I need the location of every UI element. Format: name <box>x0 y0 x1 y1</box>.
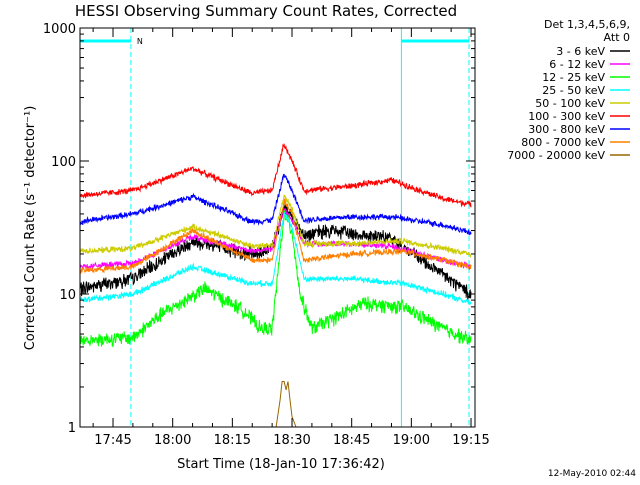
y-tick-label: 10 <box>59 288 76 303</box>
legend-label-8: 800 - 7000 keV <box>521 136 605 149</box>
y-tick-label: 1 <box>68 421 76 436</box>
legend-label-2: 6 - 12 keV <box>549 58 605 71</box>
series-line-3 <box>79 210 472 348</box>
x-tick-label: 18:30 <box>273 433 310 448</box>
legend-label-5: 50 - 100 keV <box>535 97 605 110</box>
legend-label-6: 100 - 300 keV <box>528 110 605 123</box>
y-tick-label: 1000 <box>43 22 76 37</box>
series-line-6 <box>79 143 472 208</box>
series-line-2 <box>79 208 472 270</box>
x-tick-label: 18:15 <box>214 433 251 448</box>
night-marker: N <box>137 37 143 46</box>
series-line-7 <box>79 173 472 236</box>
legend-header-line-2: Att 0 <box>604 31 630 44</box>
timestamp: 12-May-2010 02:44 <box>548 469 636 479</box>
legend-label-4: 25 - 50 keV <box>542 84 605 97</box>
y-tick-label: 100 <box>51 155 76 170</box>
series-line-8 <box>79 198 472 275</box>
chart-title: HESSI Observing Summary Count Rates, Cor… <box>75 2 457 20</box>
series-line-5 <box>79 194 472 259</box>
legend-label-1: 3 - 6 keV <box>556 45 605 58</box>
x-tick-label: 19:15 <box>452 433 489 448</box>
x-tick-label: 19:00 <box>393 433 430 448</box>
legend-label-3: 12 - 25 keV <box>542 71 605 84</box>
plot-frame <box>79 27 476 428</box>
series-line-4 <box>79 211 472 305</box>
series-line-9 <box>275 381 297 428</box>
x-axis-label: Start Time (18-Jan-10 17:36:42) <box>177 457 385 472</box>
legend-label-7: 300 - 800 keV <box>528 123 605 136</box>
x-tick-label: 18:45 <box>333 433 370 448</box>
y-axis-label: Corrected Count Rate (s⁻¹ detector⁻¹) <box>23 106 38 351</box>
x-tick-label: 17:45 <box>94 433 131 448</box>
legend-label-9: 7000 - 20000 keV <box>507 149 605 162</box>
legend-header-line-1: Det 1,3,4,5,6,9, <box>544 18 630 31</box>
x-tick-label: 18:00 <box>154 433 191 448</box>
